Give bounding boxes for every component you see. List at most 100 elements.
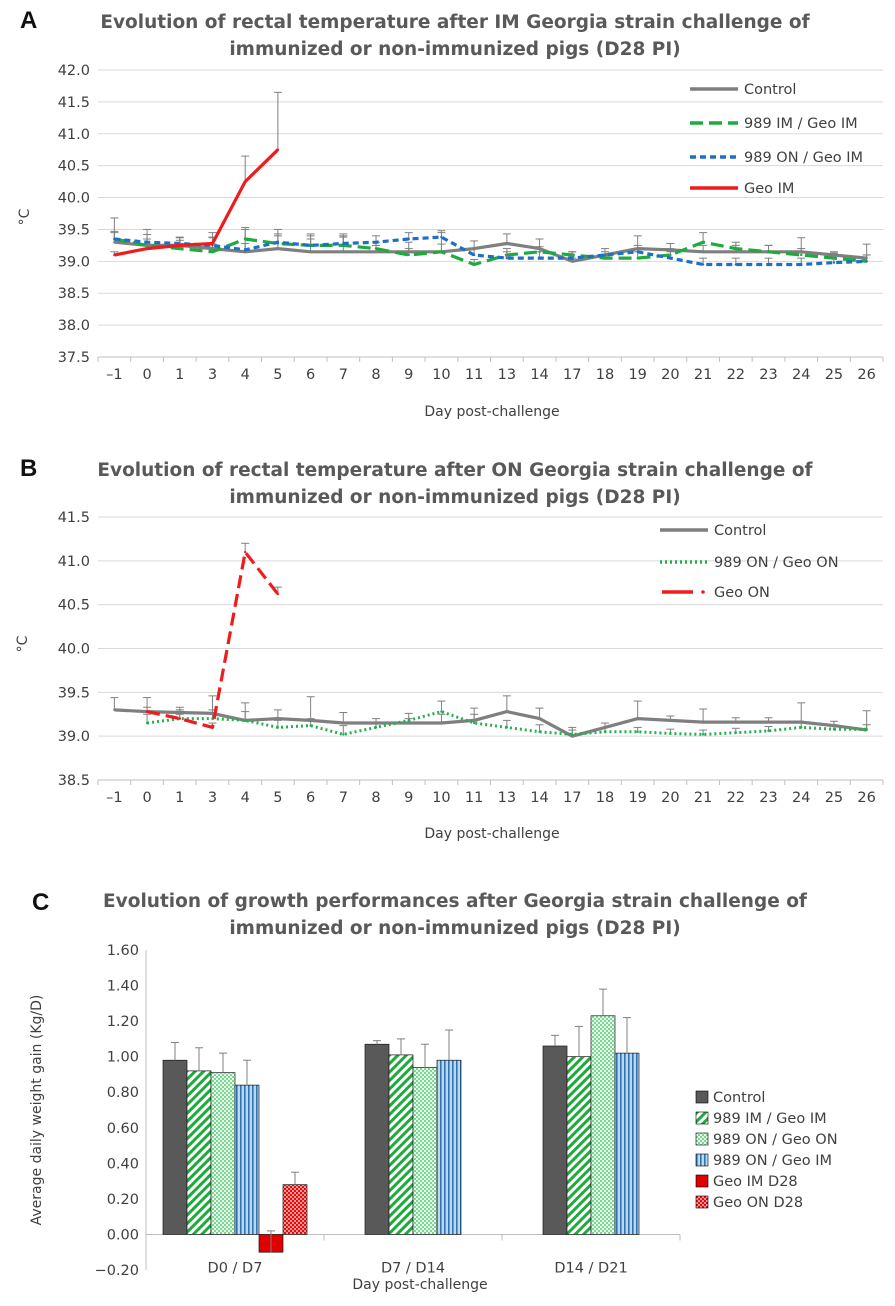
series-line xyxy=(114,148,280,257)
data-point xyxy=(178,247,181,250)
data-point xyxy=(734,263,738,266)
legend-entry-geo-on: Geo ON xyxy=(714,585,770,601)
x-axis-label: Day post-challenge xyxy=(424,826,559,842)
data-point xyxy=(309,244,312,247)
data-point xyxy=(832,727,836,731)
y-tick-label: 0.00 xyxy=(107,1227,139,1243)
data-point xyxy=(211,242,214,245)
data-point xyxy=(734,250,738,253)
series-line xyxy=(114,240,867,263)
y-tick-label: 38.5 xyxy=(58,773,90,789)
data-point xyxy=(472,721,476,725)
data-point xyxy=(342,242,345,245)
data-point xyxy=(767,729,770,733)
bar-989-on-geo-on xyxy=(590,1015,616,1235)
data-point xyxy=(538,256,541,260)
data-point xyxy=(276,592,280,596)
data-point xyxy=(440,235,443,239)
data-point xyxy=(865,727,868,731)
data-point xyxy=(178,717,181,720)
legend-entry-geo-on-d28: Geo ON D28 xyxy=(713,1195,803,1211)
data-point xyxy=(276,247,280,250)
data-point xyxy=(800,253,803,257)
x-tick-label: 3 xyxy=(208,367,217,383)
data-point xyxy=(145,247,149,250)
data-point xyxy=(472,253,476,257)
data-point xyxy=(603,253,607,257)
y-tick-label: 0.40 xyxy=(107,1156,139,1172)
y-tick-label: 39.0 xyxy=(58,254,90,270)
legend-entry-989-on-geo-on: 989 ON / Geo ON xyxy=(714,555,839,571)
x-tick-label: 25 xyxy=(825,367,843,383)
y-tick-label: 41.5 xyxy=(58,510,90,526)
legend-swatch-989-im-geo-im xyxy=(695,1111,709,1125)
data-point xyxy=(243,248,247,252)
data-point xyxy=(374,247,378,250)
data-point xyxy=(342,250,345,253)
legend: Control 989 IM / Geo IM 989 ON / Geo IM … xyxy=(690,82,863,197)
data-point xyxy=(505,242,509,245)
data-point xyxy=(767,250,770,253)
data-point xyxy=(538,730,541,733)
legend-swatch-geo-on-dot xyxy=(701,590,705,594)
plot-area: 38.539.039.540.040.541.041.5–1 0 1 3 4 5 6 7 8 9 1… xyxy=(58,510,884,806)
x-tick-label: 19 xyxy=(628,790,646,806)
data-point xyxy=(276,726,280,729)
x-tick-label: 17 xyxy=(563,790,581,806)
series-control xyxy=(110,695,871,738)
legend-entry-geo-im-d28: Geo IM D28 xyxy=(713,1174,798,1190)
x-tick-label: 7 xyxy=(339,367,348,383)
y-tick-label: 38.0 xyxy=(58,318,90,334)
x-tick-label: 23 xyxy=(759,790,777,806)
bar-control xyxy=(364,1043,390,1235)
panel-b: B Evolution of rectal temperature after … xyxy=(15,455,884,842)
data-point xyxy=(832,261,836,264)
x-tick-label: 1 xyxy=(175,790,184,806)
data-point xyxy=(701,263,705,266)
x-tick-label: 23 xyxy=(759,367,777,383)
y-tick-label: 37.5 xyxy=(58,350,90,366)
x-tick-label: 11 xyxy=(465,790,483,806)
x-tick-label: 14 xyxy=(530,367,548,383)
series-989-on-geo-on xyxy=(143,700,871,736)
data-point xyxy=(505,726,509,729)
y-tick-label: 1.00 xyxy=(107,1050,139,1066)
data-point xyxy=(407,721,410,725)
y-tick-label: 0.80 xyxy=(107,1085,139,1101)
legend-entry-control: Control xyxy=(714,523,766,539)
y-tick-label: 39.5 xyxy=(58,222,90,238)
legend: Control 989 ON / Geo ON Geo ON xyxy=(660,523,839,601)
x-tick-label: 26 xyxy=(857,367,875,383)
panel-letter-a: A xyxy=(20,7,37,34)
y-tick-label: 42.0 xyxy=(58,63,90,79)
x-tick-label: 8 xyxy=(371,367,380,383)
y-tick-label: 40.5 xyxy=(58,159,90,175)
legend-swatch-control xyxy=(695,1090,709,1104)
bar-control xyxy=(162,1059,188,1235)
data-point xyxy=(342,733,345,736)
legend-entry-989-on-geo-im: 989 ON / Geo IM xyxy=(713,1153,832,1169)
x-tick-label: 11 xyxy=(465,367,483,383)
x-tick-label: 18 xyxy=(596,790,614,806)
data-point xyxy=(113,241,116,244)
x-tick-label: 14 xyxy=(530,790,548,806)
data-point xyxy=(767,720,770,724)
data-point xyxy=(309,250,312,253)
panel-letter-b: B xyxy=(20,455,37,482)
legend-swatch-989-on-geo-im xyxy=(695,1153,709,1167)
x-tick-label: 0 xyxy=(142,367,151,383)
data-point xyxy=(145,241,149,244)
data-point xyxy=(701,250,705,253)
data-point xyxy=(407,719,410,722)
data-point xyxy=(538,717,541,720)
bar-geo-on-d28 xyxy=(282,1184,308,1235)
data-point xyxy=(243,180,247,183)
y-tick-label: 40.5 xyxy=(58,598,90,614)
bar-989-im-geo-im xyxy=(186,1070,212,1235)
x-axis-label: Day post-challenge xyxy=(424,404,559,420)
x-tick-label: 20 xyxy=(661,367,679,383)
x-tick-label: 22 xyxy=(727,367,745,383)
data-point xyxy=(734,720,738,724)
data-point xyxy=(571,256,574,260)
bar-control xyxy=(542,1045,568,1235)
